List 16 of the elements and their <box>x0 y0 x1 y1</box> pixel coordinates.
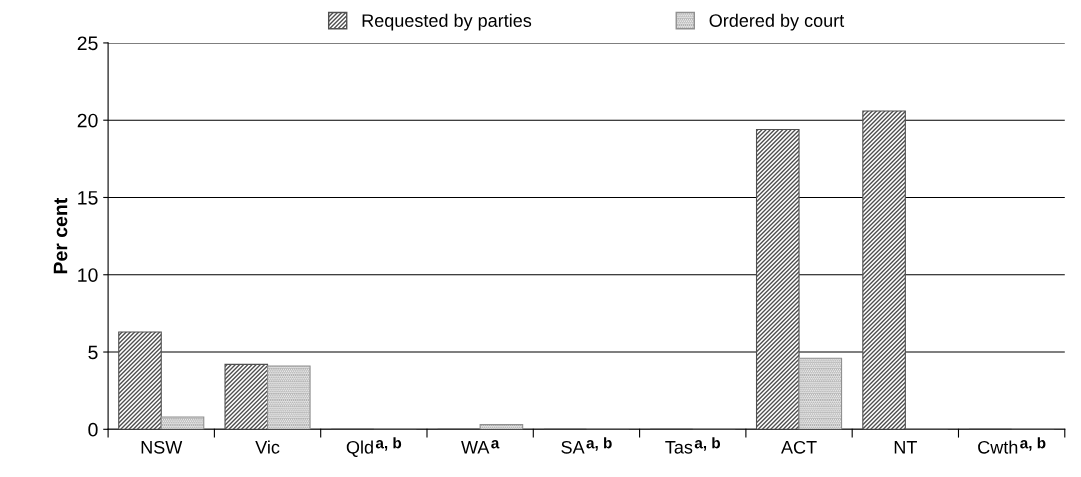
y-tick-label: 0 <box>88 422 98 437</box>
x-tick-label: Vic <box>255 440 280 454</box>
x-tick-label: SAa, b <box>561 437 612 454</box>
y-tick-label: 25 <box>77 36 98 51</box>
y-axis-title: Per cent <box>53 197 68 274</box>
legend-label: Ordered by court <box>709 13 845 31</box>
x-tick-label: Tasa, b <box>665 437 721 454</box>
x-tick-label: ACT <box>781 440 817 454</box>
y-tick-label: 10 <box>78 268 98 282</box>
legend-label: Requested by parties <box>362 13 532 31</box>
y-tick-label: 20 <box>77 113 98 128</box>
x-tick-label: NSW <box>141 440 183 454</box>
y-tick-label: 15 <box>78 191 98 205</box>
x-tick-label: Cwtha, b <box>978 437 1046 454</box>
y-tick-label: 5 <box>88 345 98 360</box>
x-tick-label: NT <box>894 441 917 454</box>
